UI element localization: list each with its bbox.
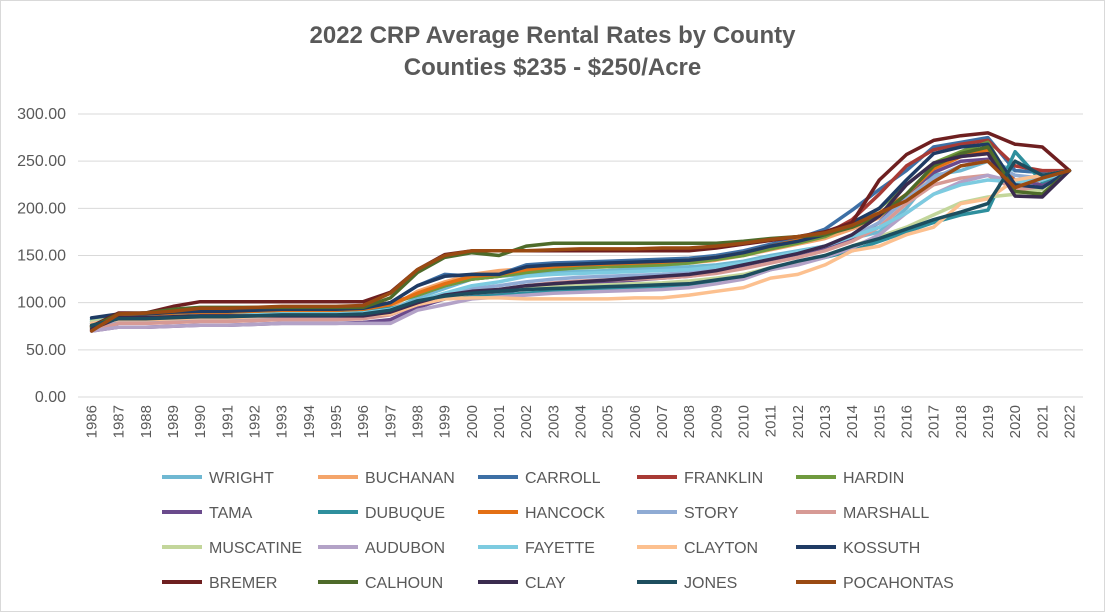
legend-label: TAMA — [209, 505, 253, 522]
x-tick-label: 2012 — [790, 405, 807, 438]
x-tick-label: 2002 — [518, 405, 535, 438]
legend-label: FAYETTE — [525, 540, 595, 557]
chart-title: 2022 CRP Average Rental Rates by County — [309, 22, 796, 49]
legend-label: BUCHANAN — [365, 470, 455, 487]
x-tick-label: 2009 — [708, 405, 725, 438]
x-tick-label: 1999 — [437, 405, 454, 438]
x-tick-label: 1998 — [410, 405, 427, 438]
y-tick-label: 0.00 — [35, 389, 66, 406]
series-line-kossuth — [89, 142, 1072, 320]
x-tick-label: 2005 — [600, 405, 617, 438]
legend-label: DUBUQUE — [365, 505, 445, 522]
y-axis-ticks: 0.00 50.00 100.00 150.00 200.00 250.00 300.00 — [17, 106, 66, 406]
x-tick-label: 2003 — [545, 405, 562, 438]
y-tick-label: 150.00 — [17, 248, 66, 265]
series-line-pocahontas — [89, 159, 1072, 333]
legend-label: AUDUBON — [365, 540, 445, 557]
x-tick-label: 1988 — [138, 405, 155, 438]
x-tick-label: 1986 — [84, 405, 101, 438]
x-tick-label: 2021 — [1034, 405, 1051, 438]
x-tick-label: 2014 — [844, 405, 861, 438]
x-tick-label: 1989 — [165, 405, 182, 438]
x-tick-label: 2022 — [1061, 405, 1078, 438]
x-tick-label: 2000 — [464, 405, 481, 438]
legend-label: JONES — [684, 575, 737, 592]
legend-label: HANCOCK — [525, 505, 605, 522]
x-tick-label: 1994 — [301, 405, 318, 438]
legend-label: MUSCATINE — [209, 540, 302, 557]
x-tick-label: 2018 — [953, 405, 970, 438]
y-tick-label: 100.00 — [17, 295, 66, 312]
x-tick-label: 2011 — [763, 405, 780, 437]
y-tick-label: 50.00 — [26, 342, 66, 359]
x-tick-label: 1995 — [328, 405, 345, 438]
x-tick-label: 1997 — [382, 405, 399, 438]
x-tick-label: 1993 — [274, 405, 291, 438]
legend-label: CARROLL — [525, 470, 601, 487]
x-tick-label: 2016 — [898, 405, 915, 438]
legend-label: BREMER — [209, 575, 277, 592]
x-tick-label: 2015 — [871, 405, 888, 438]
x-tick-label: 2020 — [1007, 405, 1024, 438]
x-tick-label: 2006 — [627, 405, 644, 438]
legend-label: KOSSUTH — [843, 540, 920, 557]
y-tick-label: 300.00 — [17, 106, 66, 123]
x-tick-label: 1991 — [219, 405, 236, 438]
x-tick-label: 2017 — [926, 405, 943, 438]
legend-label: STORY — [684, 505, 739, 522]
y-tick-label: 250.00 — [17, 153, 66, 170]
x-tick-label: 2001 — [491, 405, 508, 438]
series-line-dubuque — [89, 149, 1072, 322]
x-tick-label: 2010 — [735, 405, 752, 438]
x-axis-ticks: 1986 1987 1988 1989 1990 1991 1992 1993 1994 1995… — [84, 405, 1079, 438]
x-tick-label: 2008 — [681, 405, 698, 438]
x-tick-label: 1996 — [355, 405, 372, 438]
x-tick-label: 2007 — [654, 405, 671, 438]
x-tick-label: 1990 — [192, 405, 209, 438]
chart-title-block: 2022 CRP Average Rental Rates by County … — [0, 20, 1105, 84]
chart-subtitle: Counties $235 - $250/Acre — [403, 54, 702, 81]
legend-label: CLAYTON — [684, 540, 758, 557]
series-line-jones — [89, 159, 1072, 328]
legend-label: HARDIN — [843, 470, 904, 487]
legend-label: POCAHONTAS — [843, 575, 954, 592]
x-tick-label: 2013 — [817, 405, 834, 438]
series-lines — [89, 131, 1072, 333]
legend: WRIGHT BUCHANAN CARROLL FRANKLIN HARDIN TAMA D… — [162, 470, 954, 592]
y-tick-label: 200.00 — [17, 200, 66, 217]
x-tick-label: 1992 — [247, 405, 264, 438]
series-line-bremer — [89, 131, 1072, 329]
legend-label: WRIGHT — [209, 470, 274, 487]
x-tick-label: 2019 — [980, 405, 997, 438]
x-tick-label: 1987 — [111, 405, 128, 438]
legend-label: MARSHALL — [843, 505, 929, 522]
legend-label: CLAY — [525, 575, 566, 592]
legend-label: CALHOUN — [365, 575, 443, 592]
legend-label: FRANKLIN — [684, 470, 763, 487]
x-tick-label: 2004 — [573, 405, 590, 438]
